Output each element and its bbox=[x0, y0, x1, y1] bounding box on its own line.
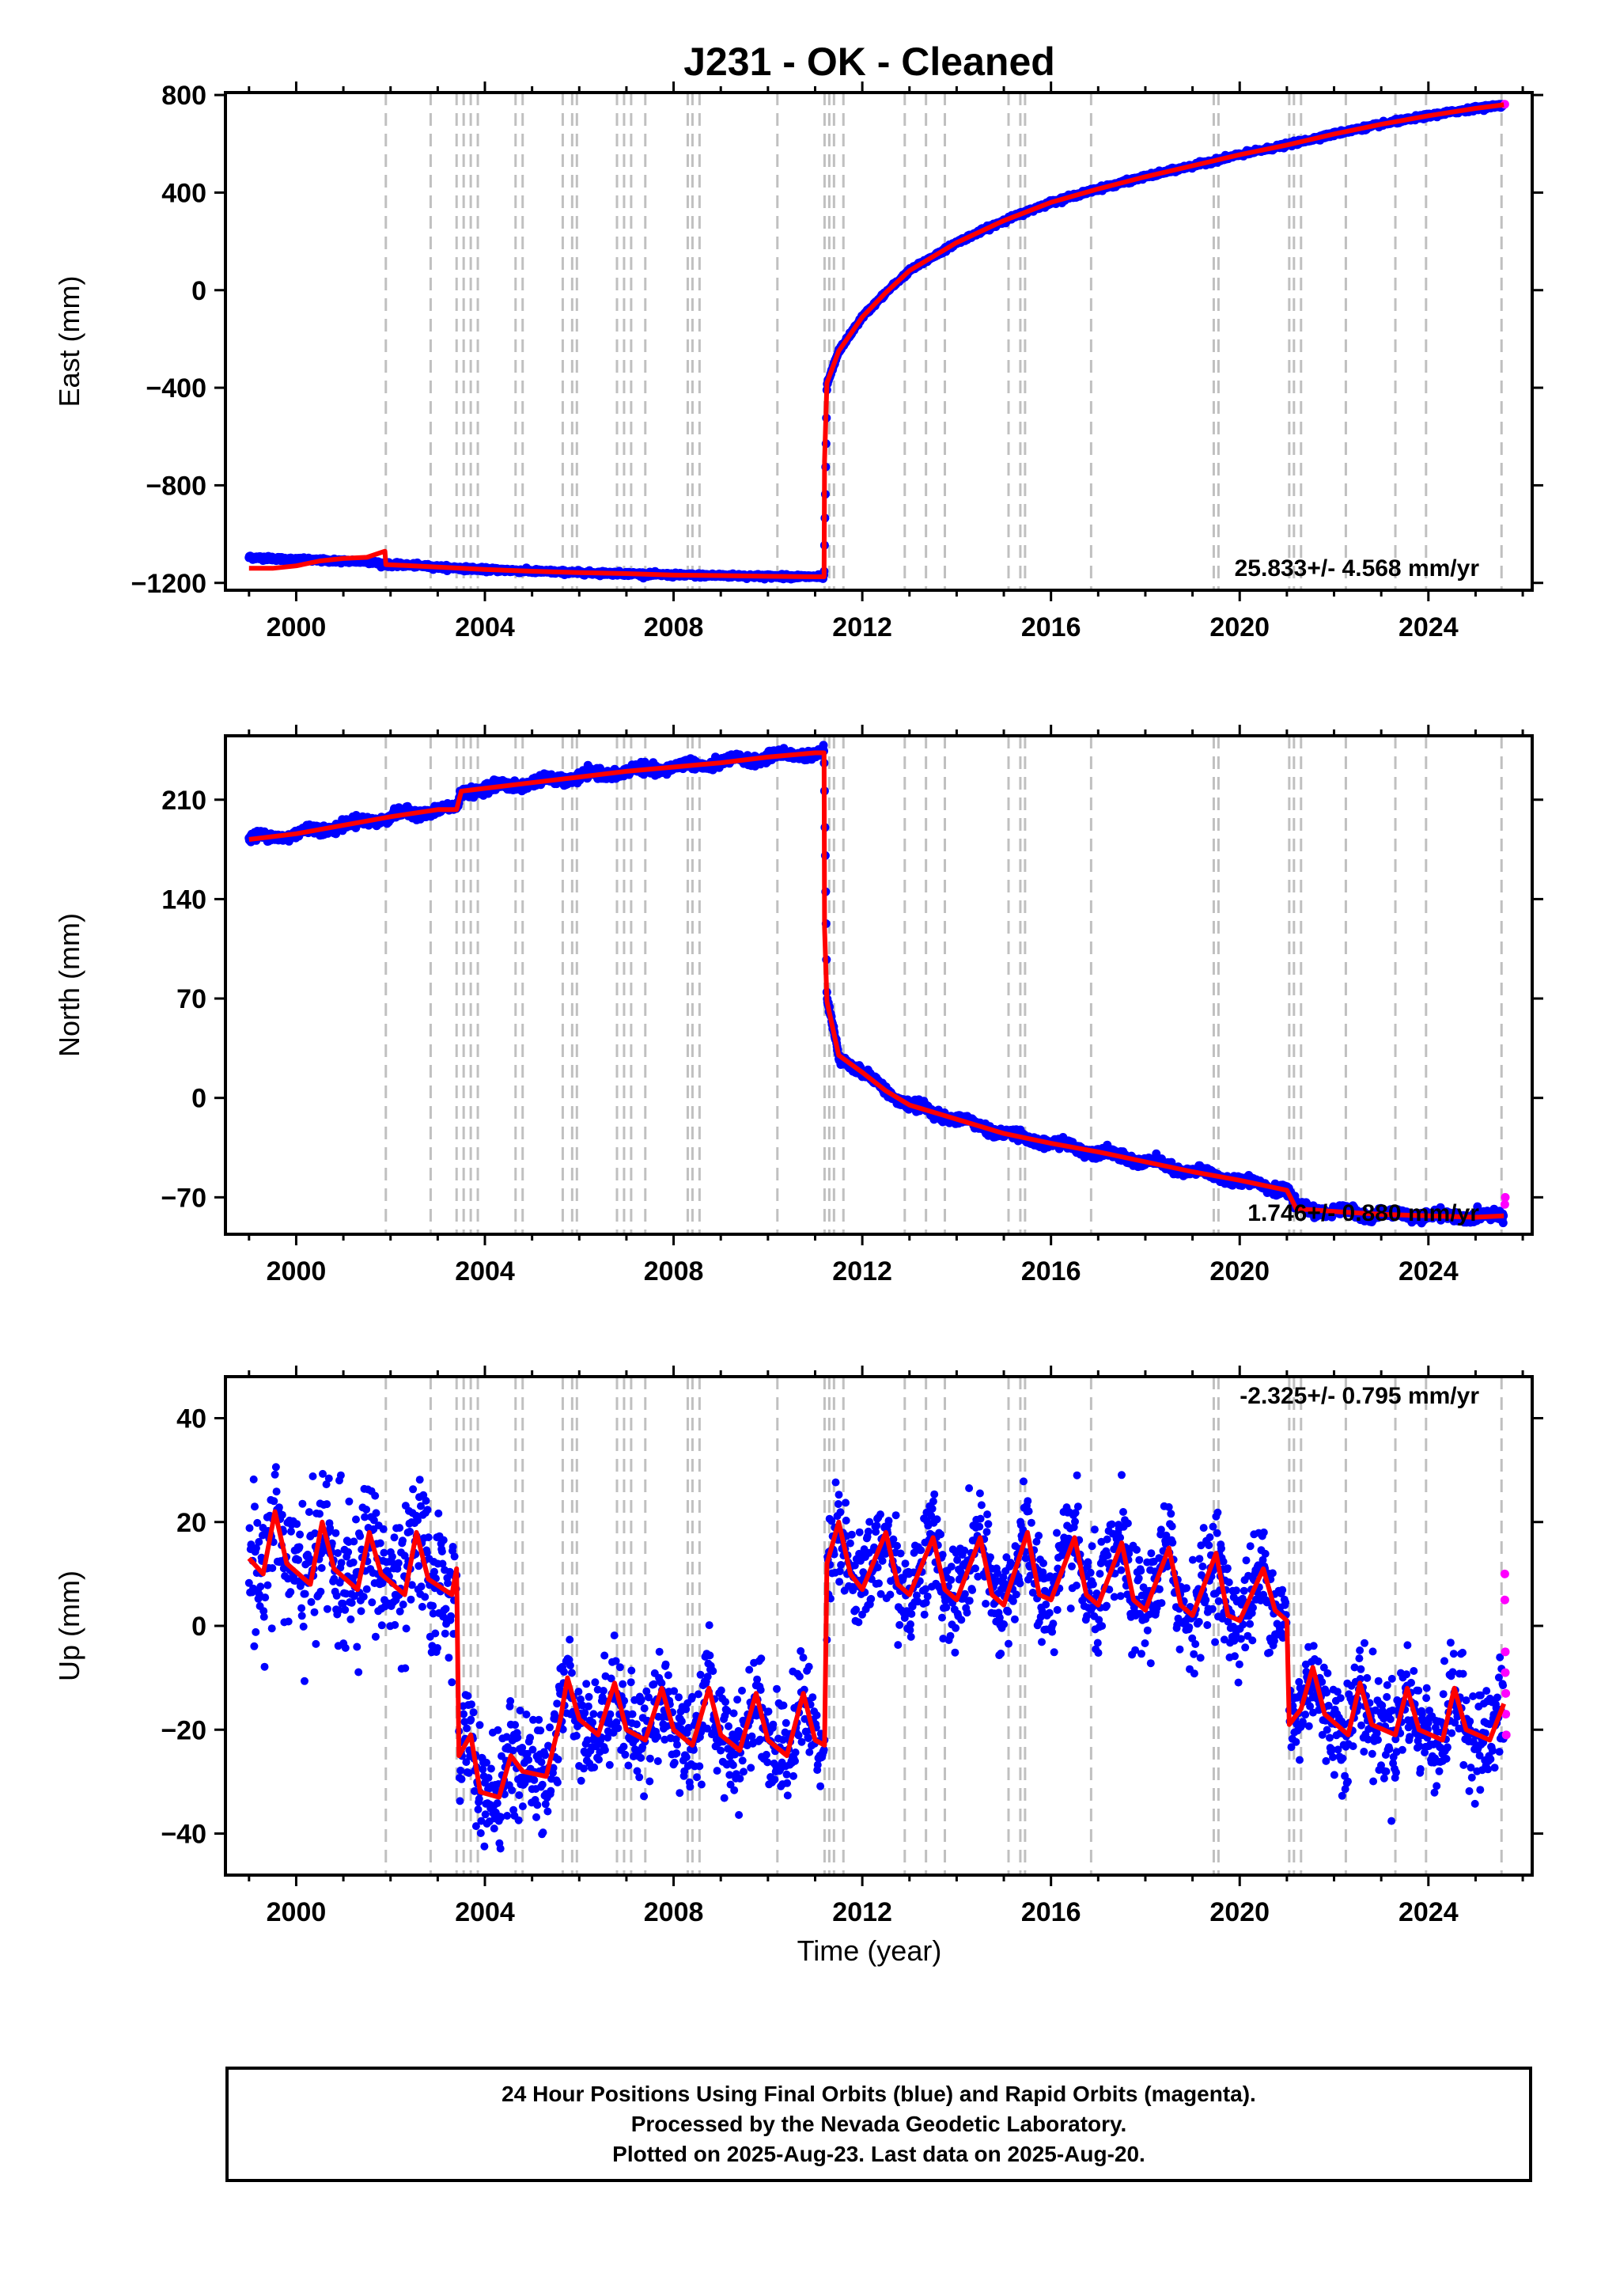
x-tick-label: 2008 bbox=[644, 612, 704, 642]
y-tick-label: 0 bbox=[191, 276, 206, 306]
chart-title: J231 - OK - Cleaned bbox=[683, 40, 1055, 84]
x-tick-label: 2020 bbox=[1209, 612, 1270, 642]
plot-area bbox=[244, 93, 1509, 590]
model-line bbox=[248, 102, 1504, 579]
y-tick-label: −800 bbox=[146, 471, 206, 501]
north-panel: 2000 2004 2008 2012 2016 2020 2024210140700−70… bbox=[53, 725, 1543, 1286]
y-tick-label: −400 bbox=[146, 373, 206, 404]
x-tick-label: 2016 bbox=[1021, 612, 1081, 642]
x-tick-label: 2000 bbox=[267, 612, 327, 642]
east-panel: 2000 2004 2008 2012 2016 2020 2024 800 400 0 −400 −… bbox=[53, 81, 1543, 642]
x-tick-label: 2004 bbox=[455, 612, 515, 642]
y-tick-label: −1200 bbox=[131, 569, 207, 599]
plot-area bbox=[244, 736, 1510, 1234]
y-tick-label: 800 bbox=[161, 81, 206, 111]
plot-frame bbox=[224, 91, 1534, 592]
x-tick-label: 2024 bbox=[1399, 612, 1459, 642]
rate-annotation: 25.833+/- 4.568 mm/yr bbox=[1235, 555, 1480, 582]
x-tick-label: 2012 bbox=[832, 612, 892, 642]
y-tick-label: 400 bbox=[161, 178, 206, 208]
y-axis-label: East (mm) bbox=[53, 276, 85, 407]
